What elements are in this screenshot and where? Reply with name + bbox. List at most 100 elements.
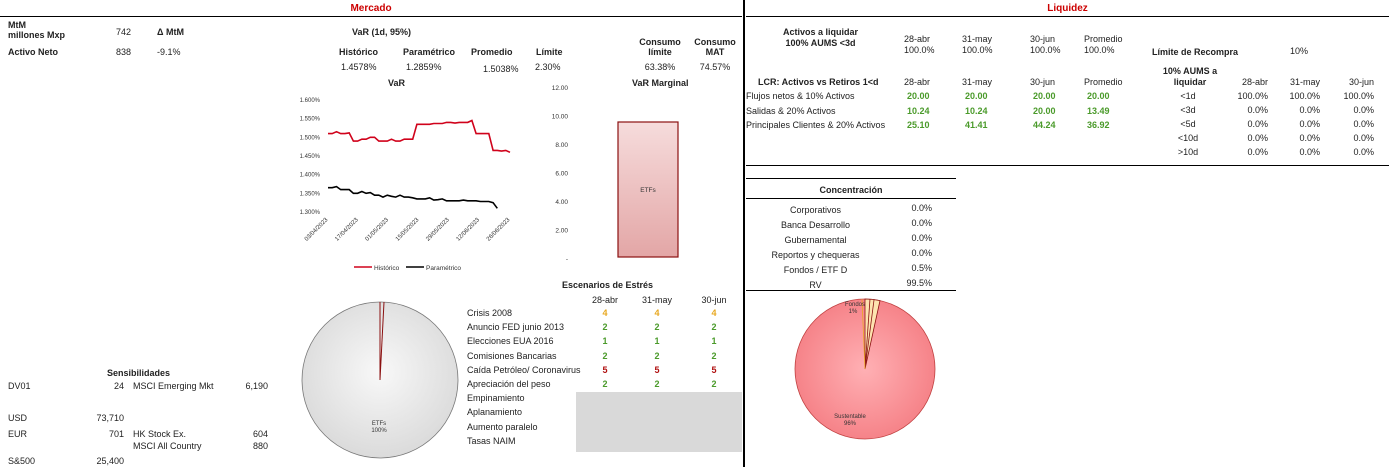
var-x-tick: 12/06/2023 (456, 217, 482, 243)
aums-value: 0.0% (1247, 147, 1268, 157)
lcr-value: 20.00 (965, 91, 988, 101)
estres-value: 5 (602, 364, 608, 375)
legend-parametrico: Paramétrico (426, 265, 461, 272)
lcr-value: 36.92 (1087, 120, 1110, 130)
sustentable-pie-pct: 96% (844, 421, 857, 427)
marginal-y-tick: 12.00 (552, 85, 569, 92)
var-y-tick: 1.550% (300, 117, 321, 123)
var-x-tick: 03/04/2023 (304, 217, 330, 243)
concentracion-row-label: Fondos / ETF D (783, 265, 848, 275)
section-separator (743, 0, 745, 467)
parametrico-series-line (328, 185, 498, 209)
sens-index-value: 604 (252, 429, 268, 439)
aums-value: 0.0% (1353, 147, 1374, 157)
estres-value: 2 (711, 322, 717, 333)
estres-value: 4 (602, 308, 608, 318)
aums-value: 0.0% (1353, 119, 1374, 129)
estres-header-jun: 30-jun (701, 295, 727, 305)
estres-value: 1 (602, 336, 608, 347)
etfs-bar-label: ETFs (640, 187, 656, 194)
concentracion-row-label: RV (809, 280, 822, 290)
consumo-limite-value: 63.38% (644, 62, 676, 72)
activos-value: 100.0% (962, 45, 993, 55)
concentracion-row-value: 0.0% (911, 248, 932, 258)
marginal-y-tick: 2.00 (555, 228, 568, 235)
aums-value: 0.0% (1299, 133, 1320, 143)
fondos-pie-pct: 1% (849, 309, 858, 315)
var-x-tick: 01/05/2023 (365, 217, 391, 243)
activos-value: 100.0% (1030, 45, 1061, 55)
var-x-tick: 15/05/2023 (395, 217, 421, 243)
estres-row-label: Empinamiento (467, 393, 525, 404)
sens-value: 701 (108, 429, 124, 439)
var-x-tick: 17/04/2023 (334, 217, 360, 243)
lcr-value: 10.24 (965, 105, 988, 116)
activos-header: 30-jun (1030, 34, 1056, 44)
lcr-header: Promedio (1084, 77, 1123, 87)
lcr-header: 30-jun (1030, 77, 1056, 87)
estres-row-label: Crisis 2008 (467, 308, 513, 318)
etfs-pie-pct: 100% (371, 428, 387, 434)
etfs-bar (617, 121, 679, 258)
activos-value: 100.0% (904, 45, 935, 55)
estres-row-label: Aumento paralelo (467, 421, 538, 432)
sensibilidades-title: Sensibilidades (107, 368, 171, 378)
sens-index: HK Stock Ex. (133, 429, 187, 439)
marginal-y-tick: 4.00 (555, 199, 568, 206)
var-marginal-chart: 12.00 10.00 8.00 6.00 4.00 2.00 - ETFs (552, 85, 679, 263)
sens-index: MSCI All Country (133, 441, 202, 451)
aums-value: 100.0% (1343, 91, 1374, 101)
estres-value: 2 (711, 350, 717, 361)
activo-neto-delta: -9.1% (157, 47, 181, 57)
lcr-row-label: Flujos netos & 10% Activos (746, 91, 855, 101)
concentracion-row-label: Banca Desarrollo (780, 220, 851, 230)
etfs-pie-label: ETFs (372, 421, 386, 427)
aums-header: 31-may (1289, 77, 1320, 87)
var-y-tick: 1.500% (300, 135, 321, 141)
var-limite-value: 2.30% (535, 62, 561, 72)
concentracion-title: Concentración (819, 185, 883, 195)
activos-header: 28-abr (904, 34, 931, 44)
sens-label: S&500 (8, 456, 36, 466)
aums-value: 0.0% (1247, 133, 1268, 143)
activos-liquidar-title: Activos a liquidar 100% AUMS <3d (782, 27, 859, 48)
lcr-value: 44.24 (1033, 120, 1056, 130)
sens-label: EUR (8, 429, 28, 439)
estres-value: 5 (711, 364, 717, 375)
estres-value: 2 (602, 322, 608, 333)
var-y-tick: 1.300% (300, 210, 321, 216)
liquidez-divider (746, 16, 1389, 17)
aums-value: 0.0% (1299, 119, 1320, 129)
estres-row-label: Aplanamiento (467, 407, 523, 418)
etfs-pie-chart: ETFs 100% (301, 301, 459, 459)
var-header-limite: Límite (536, 47, 563, 57)
estres-header-abr: 28-abr (591, 295, 618, 305)
mtm-value: 742 (116, 27, 132, 37)
mtm-label: MtM millones Mxp (8, 20, 66, 40)
aums-value: 0.0% (1299, 147, 1320, 157)
aums-value: 0.0% (1299, 105, 1320, 115)
var-parametrico-value: 1.2859% (406, 62, 442, 72)
estres-row-label: Elecciones EUA 2016 (467, 336, 554, 347)
consumo-limite-label: Consumo límite (639, 37, 681, 57)
aums-header: 28-abr (1241, 77, 1268, 87)
concentracion-row-value: 99.5% (906, 278, 932, 288)
aums-row-label: <1d (1180, 91, 1196, 101)
historico-series-line (328, 119, 511, 154)
var-y-tick: 1.400% (300, 173, 321, 179)
concentracion-row-label: Corporativos (789, 205, 842, 215)
sustentable-pie-label: Sustentable (834, 414, 866, 420)
aums-row-label: >10d (1177, 147, 1199, 157)
var-y-tick: 1.350% (300, 191, 321, 197)
aums-title: 10% AUMS a liquidar (1162, 66, 1218, 87)
mercado-divider (0, 16, 742, 17)
fondos-pie-label: Fondos (845, 302, 865, 308)
lcr-value: 10.24 (907, 105, 930, 116)
consumo-mat-label: Consumo MAT (694, 37, 736, 57)
lcr-row-label: Principales Clientes & 20% Activos (746, 120, 886, 130)
var-promedio-value: 1.5038% (483, 64, 519, 74)
lcr-header: 28-abr (904, 77, 931, 87)
aums-row-label: <3d (1180, 105, 1196, 115)
aums-value: 0.0% (1353, 133, 1374, 143)
var-y-tick: 1.450% (300, 154, 321, 160)
